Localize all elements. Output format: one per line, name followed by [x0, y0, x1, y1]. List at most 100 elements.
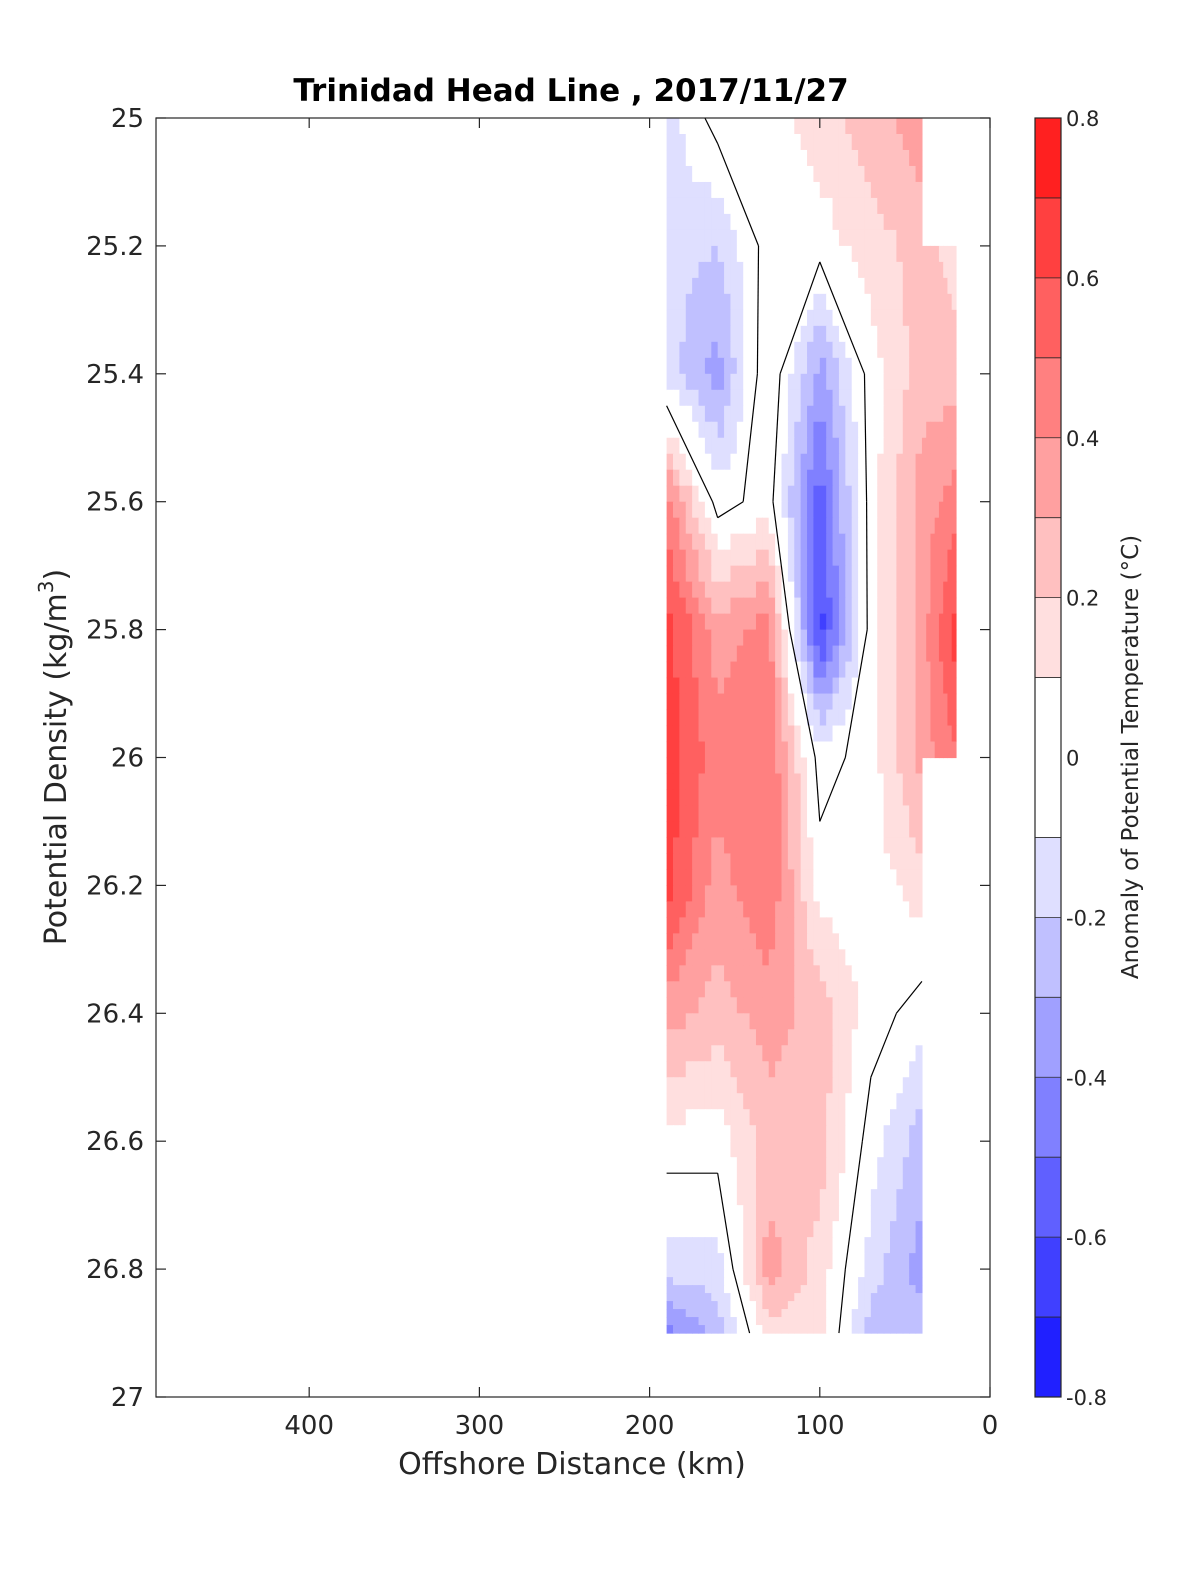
contour-cell	[717, 1285, 725, 1294]
contour-cell	[896, 981, 904, 998]
contour-cell	[704, 229, 712, 247]
contour-cell	[864, 501, 872, 519]
contour-cell	[698, 757, 706, 775]
contour-cell	[813, 1309, 821, 1318]
contour-cell	[743, 965, 751, 982]
contour-cell	[775, 309, 783, 327]
contour-cell	[743, 837, 751, 855]
contour-cell	[692, 1045, 700, 1062]
contour-cell	[762, 1029, 770, 1046]
contour-cell	[947, 645, 953, 663]
contour-cell	[787, 341, 795, 359]
contour-cell	[896, 165, 904, 183]
contour-cell	[832, 1309, 840, 1318]
contour-cell	[743, 853, 751, 871]
contour-cell	[864, 805, 872, 823]
contour-cell	[832, 1125, 840, 1142]
contour-cell	[736, 293, 744, 311]
contour-cell	[832, 261, 840, 279]
contour-cell	[807, 629, 815, 647]
contour-cell	[685, 597, 693, 615]
contour-cell	[890, 1189, 897, 1206]
contour-cell	[858, 197, 866, 215]
contour-cell	[938, 373, 944, 391]
contour-cell	[826, 581, 834, 599]
contour-cell	[704, 741, 712, 759]
contour-cell	[781, 1277, 789, 1286]
contour-cell	[724, 1029, 732, 1046]
contour-cell	[749, 853, 757, 871]
contour-cell	[698, 1013, 706, 1030]
contour-cell	[717, 165, 725, 183]
contour-cell	[762, 245, 770, 263]
contour-cell	[730, 1141, 738, 1158]
contour-cell	[736, 277, 744, 295]
contour-cell	[832, 789, 840, 807]
contour-cell	[951, 341, 957, 359]
contour-cell	[717, 341, 725, 359]
contour-cell	[864, 1173, 872, 1190]
contour-cell	[755, 853, 763, 871]
contour-cell	[864, 1317, 872, 1326]
contour-cell	[909, 293, 917, 311]
contour-cell	[781, 245, 789, 263]
contour-cell	[736, 613, 744, 631]
contour-cell	[711, 277, 719, 295]
contour-cell	[851, 933, 859, 950]
contour-cell	[870, 645, 878, 663]
contour-cell	[883, 325, 891, 343]
contour-cell	[775, 1317, 783, 1326]
contour-cell	[775, 789, 783, 807]
contour-cell	[870, 1325, 878, 1334]
contour-cell	[762, 357, 770, 375]
contour-cell	[870, 949, 878, 966]
colorbar-band	[1035, 437, 1061, 519]
contour-cell	[762, 1269, 770, 1278]
contour-cell	[736, 789, 744, 807]
contour-cell	[672, 453, 680, 471]
contour-cell	[864, 197, 872, 215]
contour-cell	[909, 933, 917, 950]
zero-contour-segment	[779, 261, 821, 375]
contour-cell	[717, 245, 725, 263]
contour-cell	[781, 709, 789, 727]
contour-cell	[858, 949, 866, 966]
contour-cell	[890, 389, 897, 407]
contour-cell	[943, 341, 949, 359]
contour-cell	[870, 1269, 878, 1278]
contour-cell	[755, 1277, 763, 1286]
contour-cell	[698, 485, 706, 503]
contour-cell	[851, 405, 859, 423]
contour-cell	[838, 1205, 846, 1222]
contour-cell	[787, 501, 795, 519]
contour-cell	[851, 821, 859, 839]
contour-cell	[947, 325, 953, 343]
contour-cell	[813, 1253, 821, 1270]
contour-cell	[717, 501, 725, 519]
contour-cell	[877, 1301, 885, 1310]
contour-cell	[902, 1325, 910, 1334]
contour-cell	[902, 293, 910, 311]
contour-cell	[896, 1221, 904, 1238]
contour-cell	[743, 1029, 751, 1046]
contour-cell	[724, 165, 732, 183]
contour-cell	[685, 821, 693, 839]
contour-cell	[896, 613, 904, 631]
contour-cell	[934, 453, 940, 471]
contour-cell	[794, 885, 802, 902]
contour-cell	[943, 549, 949, 567]
colorbar-band	[1035, 1157, 1061, 1238]
contour-cell	[832, 373, 840, 391]
contour-cell	[813, 213, 821, 231]
contour-cell	[781, 789, 789, 807]
contour-cell	[870, 965, 878, 982]
contour-cell	[902, 1317, 910, 1326]
contour-cell	[864, 597, 872, 615]
contour-cell	[755, 485, 763, 503]
contour-cell	[672, 341, 680, 359]
contour-cell	[934, 517, 940, 535]
contour-cell	[807, 1285, 815, 1294]
contour-cell	[704, 789, 712, 807]
contour-cell	[909, 885, 917, 902]
contour-cell	[704, 1301, 712, 1310]
